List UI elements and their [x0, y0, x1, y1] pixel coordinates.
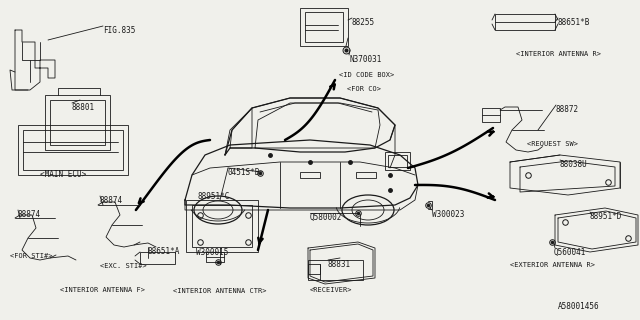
Text: <EXTERIOR ANTENNA R>: <EXTERIOR ANTENNA R> — [510, 262, 595, 268]
Text: <MAIN ECU>: <MAIN ECU> — [40, 170, 86, 179]
Bar — [45, 95, 110, 150]
Text: W300023: W300023 — [432, 210, 465, 219]
Text: 88951*C: 88951*C — [198, 192, 230, 201]
Text: FIG.835: FIG.835 — [103, 26, 136, 35]
Text: W300015: W300015 — [196, 248, 228, 257]
Bar — [192, 205, 252, 247]
Text: 88831: 88831 — [328, 260, 351, 269]
Bar — [140, 252, 175, 264]
Bar — [388, 155, 407, 167]
Text: 88872: 88872 — [556, 105, 579, 114]
Text: A58001456: A58001456 — [558, 302, 600, 311]
Bar — [23, 130, 123, 170]
Bar — [300, 172, 320, 178]
Bar — [308, 264, 320, 274]
Bar — [308, 260, 363, 280]
Bar — [482, 108, 500, 122]
Bar — [356, 172, 376, 178]
Text: <FOR STI#>: <FOR STI#> — [10, 253, 52, 259]
Bar — [186, 200, 258, 252]
Text: <INTERIOR ANTENNA R>: <INTERIOR ANTENNA R> — [516, 51, 601, 57]
Text: 88874: 88874 — [100, 196, 123, 205]
Text: 88874: 88874 — [18, 210, 41, 219]
Text: <RECEIVER>: <RECEIVER> — [310, 287, 353, 293]
Text: 88801: 88801 — [72, 103, 95, 112]
Text: Q580002: Q580002 — [310, 213, 342, 222]
Text: <FOR CO>: <FOR CO> — [347, 86, 381, 92]
Text: 0451S*B: 0451S*B — [228, 168, 260, 177]
Bar — [18, 125, 128, 175]
Text: 88951*D: 88951*D — [590, 212, 622, 221]
Bar — [50, 100, 105, 145]
Text: 88255: 88255 — [352, 18, 375, 27]
Text: <EXC. STI#>: <EXC. STI#> — [100, 263, 147, 269]
Text: <INTERIOR ANTENNA CTR>: <INTERIOR ANTENNA CTR> — [173, 288, 266, 294]
Text: <ID CODE BOX>: <ID CODE BOX> — [339, 72, 394, 78]
Text: 88651*A: 88651*A — [148, 247, 180, 256]
Text: 88651*B: 88651*B — [558, 18, 590, 27]
Text: N370031: N370031 — [349, 55, 381, 64]
Bar — [305, 12, 343, 42]
Text: 88038U: 88038U — [560, 160, 588, 169]
Bar — [385, 152, 410, 170]
Bar — [300, 8, 348, 46]
Text: <INTERIOR ANTENNA F>: <INTERIOR ANTENNA F> — [60, 287, 145, 293]
Bar — [495, 14, 555, 30]
Text: <REQUEST SW>: <REQUEST SW> — [527, 140, 578, 146]
Text: Q560041: Q560041 — [554, 248, 586, 257]
